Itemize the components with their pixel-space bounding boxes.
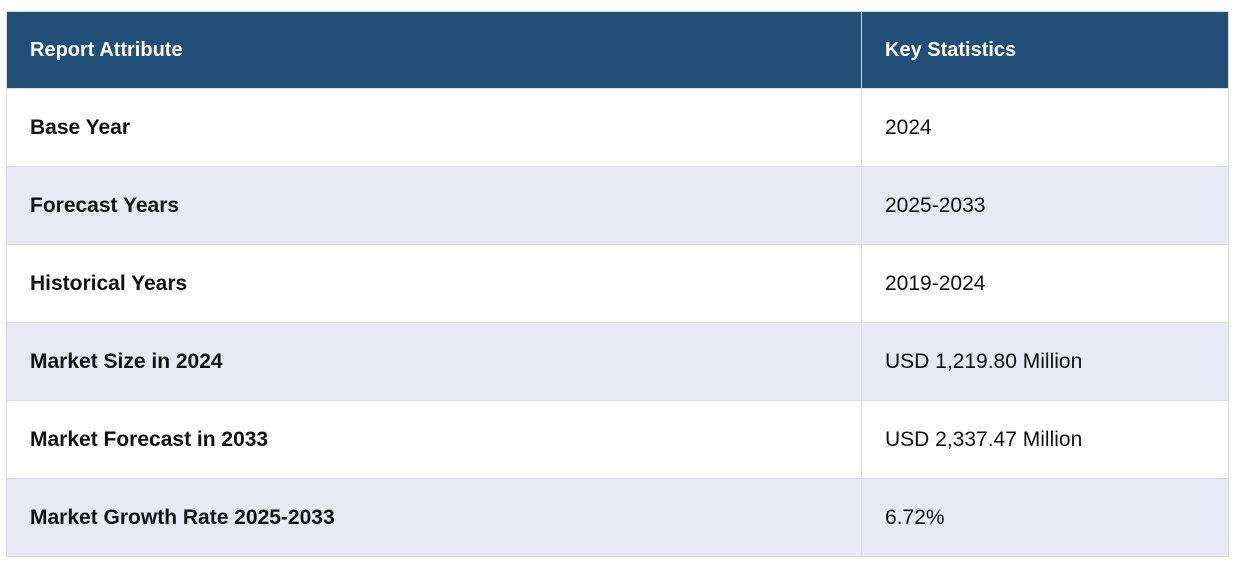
header-row: Report Attribute Key Statistics <box>6 11 1229 89</box>
row-value: 2019-2024 <box>861 244 1229 323</box>
row-value: USD 1,219.80 Million <box>861 322 1229 401</box>
table-row: Base Year 2024 <box>6 88 1229 167</box>
column-header-statistics: Key Statistics <box>861 11 1229 89</box>
table-row: Market Size in 2024 USD 1,219.80 Million <box>6 322 1229 401</box>
row-value: 2024 <box>861 88 1229 167</box>
report-table-container: Report Attribute Key Statistics Base Yea… <box>6 11 1229 557</box>
table-row: Forecast Years 2025-2033 <box>6 166 1229 245</box>
report-table: Report Attribute Key Statistics Base Yea… <box>6 11 1229 557</box>
row-attribute: Market Forecast in 2033 <box>6 400 862 479</box>
table-header: Report Attribute Key Statistics <box>6 11 1229 89</box>
row-value: 2025-2033 <box>861 166 1229 245</box>
row-value: 6.72% <box>861 478 1229 557</box>
table-row: Market Forecast in 2033 USD 2,337.47 Mil… <box>6 400 1229 479</box>
row-attribute: Forecast Years <box>6 166 862 245</box>
table-row: Market Growth Rate 2025-2033 6.72% <box>6 478 1229 557</box>
row-attribute: Market Size in 2024 <box>6 322 862 401</box>
row-attribute: Market Growth Rate 2025-2033 <box>6 478 862 557</box>
row-attribute: Historical Years <box>6 244 862 323</box>
table-body: Base Year 2024 Forecast Years 2025-2033 … <box>6 88 1229 557</box>
column-header-attribute: Report Attribute <box>6 11 862 89</box>
table-row: Historical Years 2019-2024 <box>6 244 1229 323</box>
row-attribute: Base Year <box>6 88 862 167</box>
row-value: USD 2,337.47 Million <box>861 400 1229 479</box>
